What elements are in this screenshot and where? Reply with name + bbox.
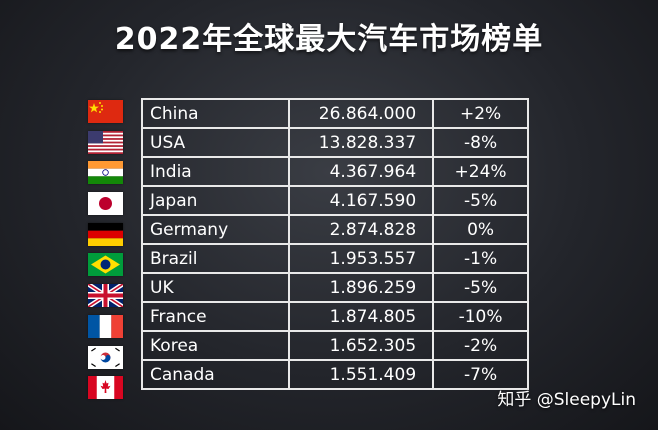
- country-cell: Japan: [140, 185, 291, 216]
- table-row: China 26.864.000 +2%: [140, 98, 529, 129]
- table-row: USA 13.828.337 -8%: [140, 127, 529, 158]
- change-cell: +2%: [432, 98, 529, 129]
- india-flag-icon: [88, 161, 123, 185]
- sales-cell: 13.828.337: [288, 127, 435, 158]
- flag-column: [88, 100, 124, 407]
- country-cell: India: [140, 156, 291, 187]
- sales-cell: 4.367.964: [288, 156, 435, 187]
- canada-flag-icon: [88, 376, 123, 400]
- change-cell: -1%: [432, 243, 529, 274]
- table-row: UK 1.896.259 -5%: [140, 272, 529, 303]
- change-cell: -8%: [432, 127, 529, 158]
- change-cell: -5%: [432, 272, 529, 303]
- country-cell: China: [140, 98, 291, 129]
- country-cell: Germany: [140, 214, 291, 245]
- change-cell: -10%: [432, 301, 529, 332]
- sales-cell: 4.167.590: [288, 185, 435, 216]
- table-row: Korea 1.652.305 -2%: [140, 330, 529, 361]
- brazil-flag-icon: [88, 253, 123, 277]
- change-cell: 0%: [432, 214, 529, 245]
- table-row: Canada 1.551.409 -7%: [140, 359, 529, 390]
- sales-cell: 26.864.000: [288, 98, 435, 129]
- sales-cell: 1.874.805: [288, 301, 435, 332]
- change-cell: -2%: [432, 330, 529, 361]
- sales-cell: 2.874.828: [288, 214, 435, 245]
- usa-flag-icon: [88, 130, 123, 154]
- change-cell: -5%: [432, 185, 529, 216]
- sales-cell: 1.551.409: [288, 359, 435, 390]
- china-flag-icon: [88, 100, 123, 123]
- table-row: France 1.874.805 -10%: [140, 301, 529, 332]
- table-row: Japan 4.167.590 -5%: [140, 185, 529, 216]
- table-row: Germany 2.874.828 0%: [140, 214, 529, 245]
- sales-cell: 1.896.259: [288, 272, 435, 303]
- sales-cell: 1.953.557: [288, 243, 435, 274]
- japan-flag-icon: [88, 192, 123, 216]
- market-table: China 26.864.000 +2% USA 13.828.337 -8% …: [140, 98, 529, 390]
- uk-flag-icon: [88, 284, 123, 308]
- france-flag-icon: [88, 314, 123, 338]
- change-cell: +24%: [432, 156, 529, 187]
- country-cell: Korea: [140, 330, 291, 361]
- germany-flag-icon: [88, 222, 123, 246]
- watermark: 知乎 @SleepyLin: [497, 390, 636, 410]
- country-cell: France: [140, 301, 291, 332]
- table-row: India 4.367.964 +24%: [140, 156, 529, 187]
- country-cell: Canada: [140, 359, 291, 390]
- sales-cell: 1.652.305: [288, 330, 435, 361]
- page-title: 2022年全球最大汽车市场榜单: [114, 22, 544, 57]
- korea-flag-icon: [88, 345, 123, 369]
- country-cell: USA: [140, 127, 291, 158]
- country-cell: UK: [140, 272, 291, 303]
- table-row: Brazil 1.953.557 -1%: [140, 243, 529, 274]
- change-cell: -7%: [432, 359, 529, 390]
- country-cell: Brazil: [140, 243, 291, 274]
